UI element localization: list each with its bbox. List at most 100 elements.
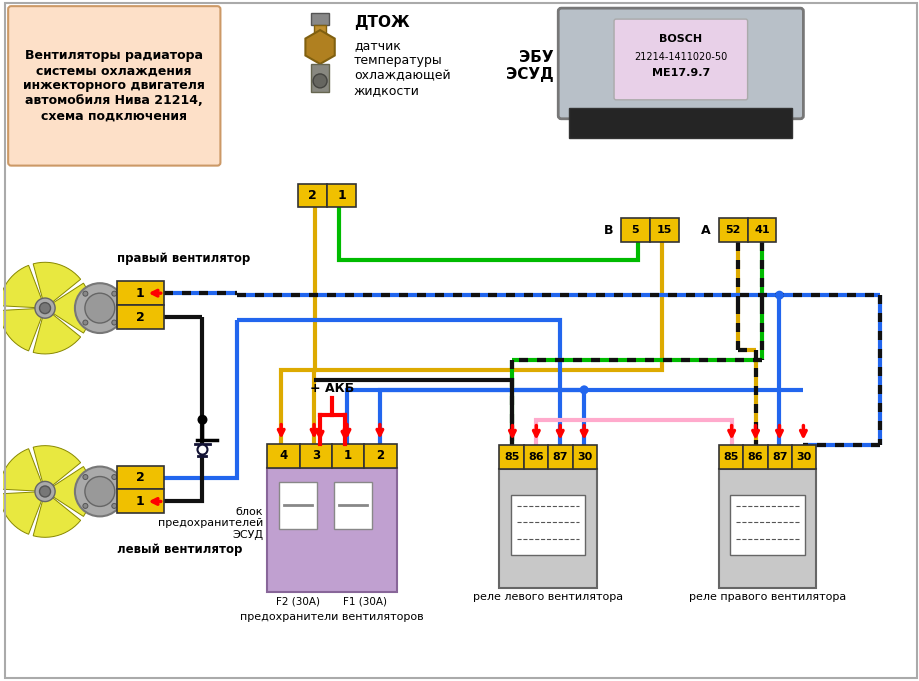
- Text: реле правого вентилятора: реле правого вентилятора: [689, 592, 846, 602]
- Text: В: В: [604, 224, 613, 237]
- Polygon shape: [33, 308, 81, 354]
- Bar: [279, 481, 317, 529]
- Bar: [312, 64, 329, 92]
- Text: 1: 1: [136, 287, 144, 300]
- FancyBboxPatch shape: [614, 19, 747, 100]
- Text: Вентиляторы радиатора
системы охлаждения
инжекторного двигателя
автомобиля Нива : Вентиляторы радиатора системы охлаждения…: [23, 50, 205, 123]
- Polygon shape: [0, 266, 45, 308]
- Text: 52: 52: [725, 225, 741, 236]
- Bar: [267, 443, 300, 468]
- Circle shape: [580, 385, 589, 394]
- Bar: [267, 468, 397, 592]
- Circle shape: [83, 475, 88, 479]
- Text: предохранители вентиляторов: предохранители вентиляторов: [240, 612, 424, 622]
- Bar: [719, 469, 816, 588]
- Text: 15: 15: [657, 225, 672, 236]
- Bar: [569, 108, 792, 138]
- Bar: [731, 495, 805, 554]
- Bar: [747, 219, 777, 242]
- Bar: [719, 445, 743, 469]
- Text: 21214-1411020-50: 21214-1411020-50: [634, 52, 728, 62]
- Bar: [650, 219, 679, 242]
- Circle shape: [75, 466, 125, 516]
- Polygon shape: [305, 30, 335, 64]
- Text: 2: 2: [136, 471, 144, 484]
- Circle shape: [85, 293, 115, 323]
- Text: ME17.9.7: ME17.9.7: [652, 68, 710, 78]
- Bar: [719, 219, 747, 242]
- Bar: [499, 445, 524, 469]
- Text: BOSCH: BOSCH: [659, 34, 702, 44]
- Circle shape: [775, 291, 784, 300]
- Bar: [621, 219, 650, 242]
- Text: 2: 2: [377, 449, 385, 462]
- FancyBboxPatch shape: [8, 6, 221, 165]
- Text: F1 (30А): F1 (30А): [343, 596, 387, 606]
- Text: 86: 86: [528, 452, 544, 462]
- Bar: [300, 443, 332, 468]
- Text: блок
предохранителей
ЭСУД: блок предохранителей ЭСУД: [158, 507, 263, 540]
- Text: 1: 1: [344, 449, 352, 462]
- Polygon shape: [0, 492, 45, 535]
- Bar: [792, 445, 816, 469]
- Bar: [743, 445, 767, 469]
- Circle shape: [198, 445, 208, 455]
- Circle shape: [35, 298, 55, 318]
- Polygon shape: [33, 445, 81, 492]
- Circle shape: [112, 475, 117, 479]
- Text: А: А: [701, 224, 710, 237]
- Bar: [549, 445, 573, 469]
- Text: 1: 1: [337, 189, 346, 202]
- Text: 2: 2: [308, 189, 317, 202]
- Bar: [524, 445, 549, 469]
- Circle shape: [83, 503, 88, 509]
- Circle shape: [40, 302, 51, 314]
- Text: 85: 85: [723, 452, 739, 462]
- Text: правый вентилятор: правый вентилятор: [117, 252, 250, 266]
- Text: 41: 41: [754, 225, 770, 236]
- Circle shape: [85, 477, 115, 507]
- Circle shape: [35, 481, 55, 502]
- Text: 5: 5: [631, 225, 640, 236]
- Bar: [334, 481, 372, 529]
- Polygon shape: [33, 492, 81, 537]
- Circle shape: [40, 486, 51, 497]
- Text: 87: 87: [552, 452, 568, 462]
- Text: 30: 30: [577, 452, 593, 462]
- Text: ДТОЖ: ДТОЖ: [354, 15, 410, 30]
- Text: 86: 86: [747, 452, 763, 462]
- Text: 3: 3: [312, 449, 320, 462]
- Bar: [117, 490, 164, 513]
- Text: левый вентилятор: левый вентилятор: [117, 543, 242, 556]
- Circle shape: [112, 503, 117, 509]
- Bar: [499, 469, 597, 588]
- FancyBboxPatch shape: [558, 8, 803, 118]
- Bar: [767, 445, 792, 469]
- Circle shape: [83, 320, 88, 325]
- Bar: [573, 445, 597, 469]
- Circle shape: [112, 291, 117, 296]
- Polygon shape: [0, 308, 45, 351]
- Circle shape: [75, 283, 125, 333]
- Text: реле левого вентилятора: реле левого вентилятора: [473, 592, 623, 602]
- Polygon shape: [0, 449, 45, 492]
- Circle shape: [198, 415, 208, 425]
- Bar: [117, 466, 164, 490]
- Text: 2: 2: [136, 311, 144, 323]
- Bar: [365, 443, 397, 468]
- Text: 30: 30: [797, 452, 811, 462]
- Bar: [117, 281, 164, 305]
- Text: 85: 85: [504, 452, 519, 462]
- Text: 87: 87: [772, 452, 788, 462]
- Text: F2 (30А): F2 (30А): [276, 596, 320, 606]
- Circle shape: [313, 74, 327, 88]
- Text: 4: 4: [279, 449, 288, 462]
- Polygon shape: [33, 262, 81, 308]
- Text: 1: 1: [136, 495, 144, 508]
- Text: ЭБУ
ЭСУД: ЭБУ ЭСУД: [505, 50, 553, 82]
- Bar: [327, 184, 356, 208]
- Text: датчик
температуры
охлаждающей
жидкости: датчик температуры охлаждающей жидкости: [354, 39, 450, 97]
- Bar: [332, 443, 365, 468]
- Circle shape: [83, 291, 88, 296]
- Bar: [117, 305, 164, 329]
